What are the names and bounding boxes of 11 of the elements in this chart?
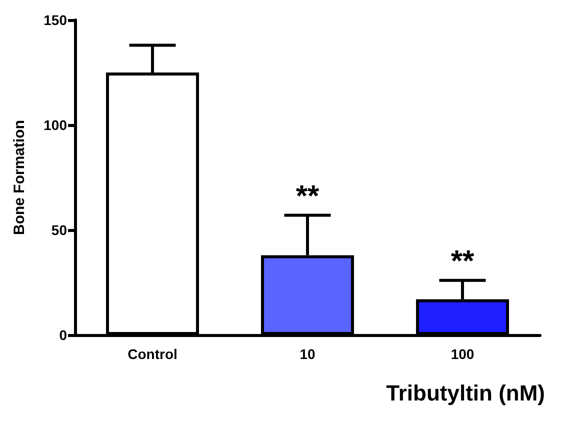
- annotation: **: [450, 244, 474, 278]
- x-tick-label: 10: [300, 346, 316, 362]
- y-tick-label: 150: [44, 12, 68, 28]
- x-tick-label: 100: [450, 346, 474, 362]
- y-tick-label: 50: [51, 222, 68, 238]
- x-axis-title: Tributyltin (nM): [386, 380, 546, 406]
- y-axis-title: Bone Formation: [11, 120, 28, 235]
- y-tick-label: 100: [44, 117, 68, 133]
- y-tick-label: 0: [59, 327, 68, 343]
- x-tick-label: Control: [128, 346, 178, 362]
- annotation: **: [296, 180, 320, 213]
